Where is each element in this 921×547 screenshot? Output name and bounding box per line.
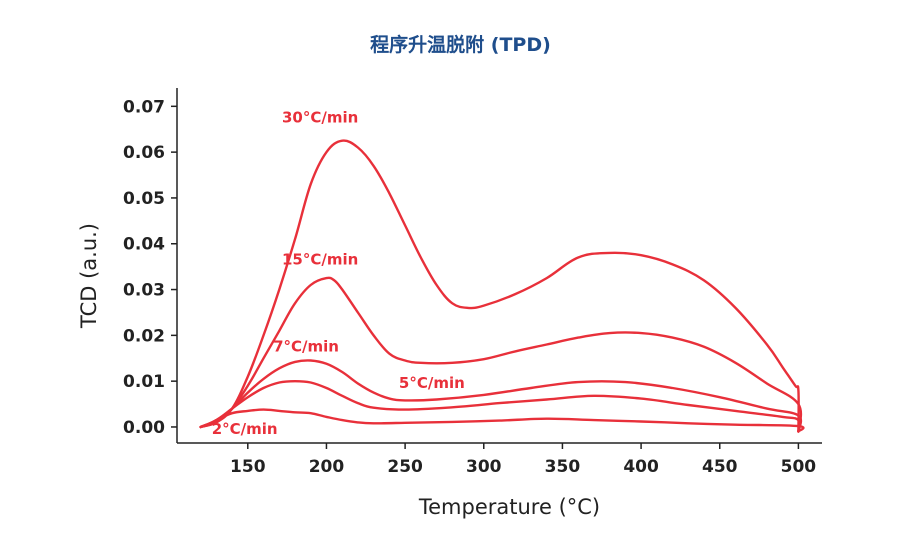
y-tick-label: 0.01: [123, 372, 165, 392]
x-tick-label: 450: [702, 457, 738, 477]
series-labels: 30°C/min 15°C/min 7°C/min 5°C/min 2°C/min: [212, 108, 465, 437]
y-axis-ticks: 0.00 0.01 0.02 0.03 0.04 0.05 0.06 0.07: [123, 97, 177, 438]
x-tick-label: 350: [545, 457, 581, 477]
series-line-3: [199, 380, 801, 433]
y-tick-label: 0.03: [123, 281, 165, 301]
series-label-3: 5°C/min: [399, 374, 465, 392]
x-tick-label: 500: [781, 457, 817, 477]
x-tick-label: 400: [623, 457, 659, 477]
series-lines: [199, 139, 805, 433]
x-tick-label: 300: [466, 457, 502, 477]
y-tick-label: 0.00: [123, 418, 165, 438]
y-tick-label: 0.05: [123, 189, 165, 209]
axes: [176, 88, 822, 444]
series-label-1: 15°C/min: [282, 250, 358, 268]
x-tick-label: 200: [309, 457, 345, 477]
x-tick-label: 150: [230, 457, 266, 477]
series-line-4: [199, 408, 805, 433]
y-tick-label: 0.06: [123, 143, 165, 163]
x-axis-ticks: 150 200 250 300 350 400 450 500: [230, 443, 816, 477]
series-line-2: [199, 359, 803, 433]
chart-title: 程序升温脱附 (TPD): [370, 34, 551, 56]
series-line-0: [199, 139, 800, 433]
y-axis-title: TCD (a.u.): [77, 223, 101, 329]
series-label-4: 2°C/min: [212, 420, 278, 438]
x-axis-title: Temperature (°C): [418, 495, 600, 519]
series-label-2: 7°C/min: [273, 337, 339, 355]
series-label-0: 30°C/min: [282, 108, 358, 126]
y-tick-label: 0.07: [123, 97, 165, 117]
x-tick-label: 250: [387, 457, 423, 477]
y-tick-label: 0.04: [123, 235, 165, 255]
y-tick-label: 0.02: [123, 326, 165, 346]
series-line-1: [199, 276, 803, 433]
